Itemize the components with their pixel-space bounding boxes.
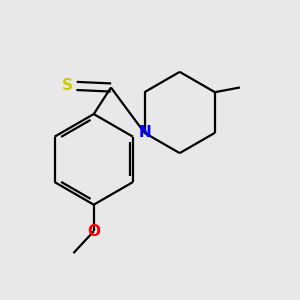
Text: O: O — [87, 224, 100, 239]
Text: S: S — [62, 78, 73, 93]
Text: N: N — [138, 125, 151, 140]
